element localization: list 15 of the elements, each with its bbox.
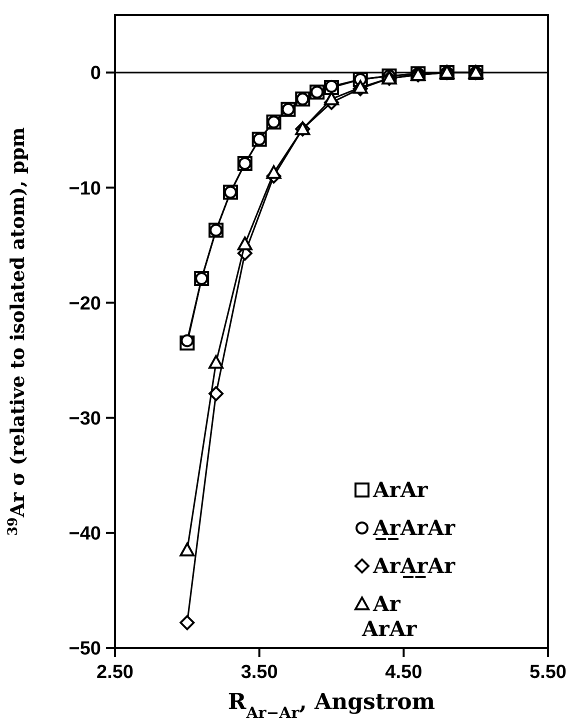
y-tick-label: −40 <box>68 524 101 545</box>
y-tick-label: −30 <box>68 408 101 430</box>
x-tick-label: 3.50 <box>240 662 278 683</box>
x-axis-title: R$_{Ar−Ar}$, Angstrom <box>228 689 436 722</box>
legend-label: ArA̲r̲Ar <box>372 553 456 578</box>
x-tick-label: 2.50 <box>96 662 134 683</box>
y-tick-label: −10 <box>68 178 101 200</box>
legend-label: A̲r̲ArAr <box>372 515 456 540</box>
y-tick-label: −50 <box>68 638 101 660</box>
x-tick-label: 4.50 <box>385 662 422 683</box>
legend-label: Ar ArAr <box>361 591 418 641</box>
y-tick-label: −20 <box>68 293 101 314</box>
x-tick-label: 5.50 <box>530 662 566 683</box>
y-tick-label: 0 <box>90 63 101 84</box>
legend-label: ArAr <box>372 477 429 502</box>
